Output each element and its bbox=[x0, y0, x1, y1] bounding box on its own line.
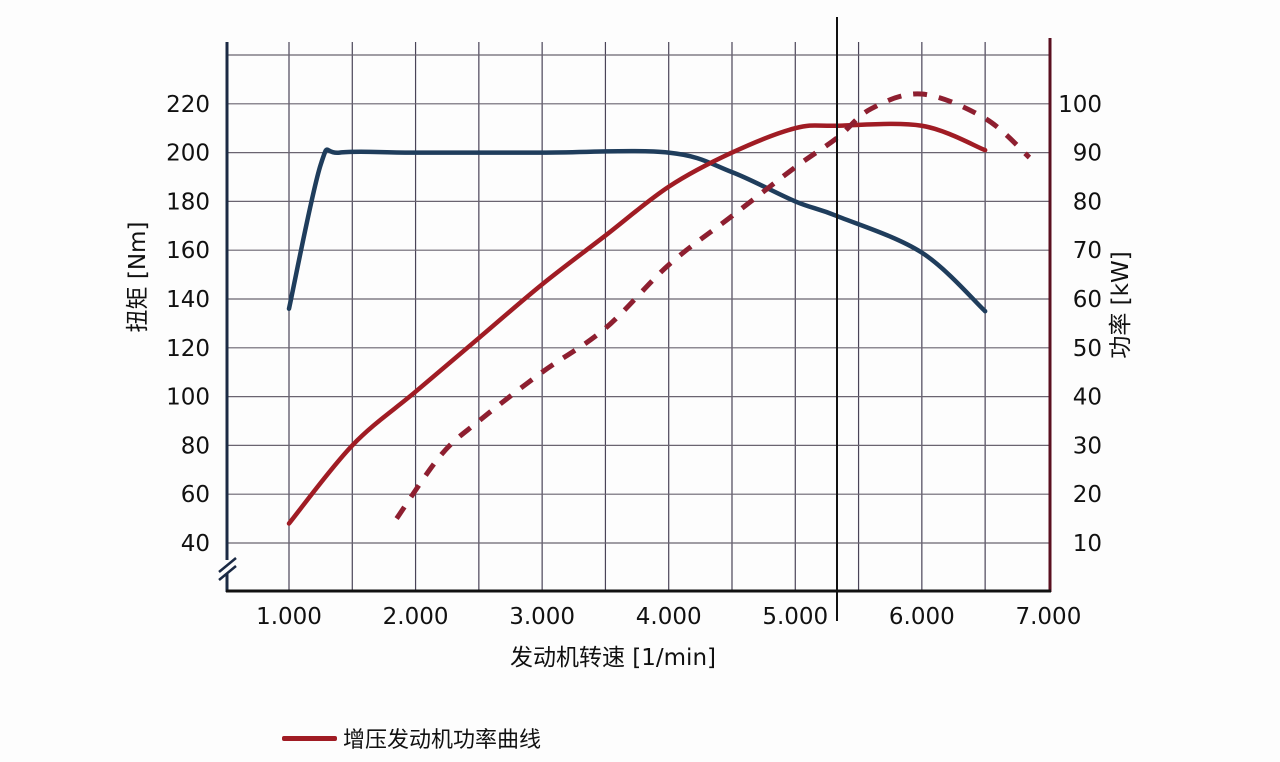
right-tick-label: 90 bbox=[1073, 141, 1102, 167]
grid-lines bbox=[228, 42, 1049, 591]
left-tick-label: 160 bbox=[166, 238, 210, 264]
power-curve-dashed bbox=[394, 91, 1032, 521]
right-tick-label: 30 bbox=[1073, 433, 1102, 459]
x-tick-label: 7.000 bbox=[1015, 604, 1081, 630]
left-tick-label: 120 bbox=[166, 336, 210, 362]
power-curve-turbo bbox=[286, 121, 988, 526]
left-tick-label: 220 bbox=[166, 92, 210, 118]
right-tick-label: 40 bbox=[1073, 385, 1102, 411]
data-series bbox=[286, 91, 1032, 526]
x-tick-label: 2.000 bbox=[383, 604, 449, 630]
left-tick-label: 60 bbox=[181, 482, 210, 508]
left-tick-label: 40 bbox=[181, 531, 210, 557]
right-axis-title: 功率 [kW] bbox=[1108, 251, 1134, 358]
x-tick-label: 3.000 bbox=[509, 604, 575, 630]
left-axis-title: 扭矩 [Nm] bbox=[125, 222, 151, 333]
left-tick-labels: 220 200 180 160 140 120 100 80 60 40 bbox=[166, 92, 210, 557]
x-tick-labels: 1.000 2.000 3.000 4.000 5.000 6.000 7.000 bbox=[256, 604, 1081, 630]
right-tick-label: 100 bbox=[1058, 92, 1102, 118]
right-tick-label: 10 bbox=[1073, 531, 1102, 557]
left-tick-label: 200 bbox=[166, 141, 210, 167]
legend-label-power: 增压发动机功率曲线 bbox=[343, 728, 542, 753]
legend: 增压发动机功率曲线 bbox=[282, 722, 541, 754]
axis-break-icon bbox=[218, 557, 237, 581]
x-tick-label: 1.000 bbox=[256, 604, 322, 630]
x-tick-label: 6.000 bbox=[889, 604, 955, 630]
left-tick-label: 80 bbox=[181, 433, 210, 459]
x-axis-title: 发动机转速 [1/min] bbox=[510, 645, 716, 671]
left-tick-label: 180 bbox=[166, 189, 210, 215]
legend-swatch-power bbox=[282, 735, 337, 741]
right-tick-label: 60 bbox=[1073, 287, 1102, 313]
right-tick-label: 50 bbox=[1073, 336, 1102, 362]
right-tick-label: 20 bbox=[1073, 482, 1102, 508]
left-tick-label: 140 bbox=[166, 287, 210, 313]
torque-curve bbox=[286, 147, 988, 314]
right-tick-label: 70 bbox=[1073, 238, 1102, 264]
right-tick-labels: 100 90 80 70 60 50 40 30 20 10 bbox=[1058, 92, 1102, 557]
x-tick-label: 5.000 bbox=[762, 604, 828, 630]
left-tick-label: 100 bbox=[166, 385, 210, 411]
right-tick-label: 80 bbox=[1073, 189, 1102, 215]
x-tick-label: 4.000 bbox=[636, 604, 702, 630]
